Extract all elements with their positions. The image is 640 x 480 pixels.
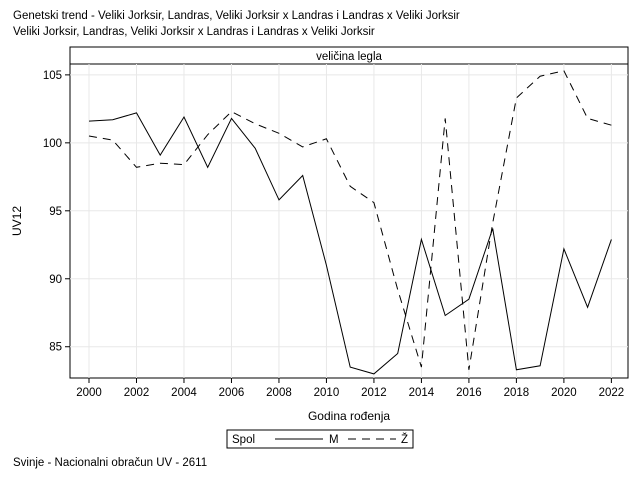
series-lines bbox=[88, 70, 612, 375]
x-tick-label: 2004 bbox=[171, 387, 197, 399]
y-axis-title: UV12 bbox=[10, 206, 24, 236]
x-tick-label: 2000 bbox=[76, 387, 102, 399]
x-tick-label: 2014 bbox=[409, 387, 435, 399]
chart-title-line-1: Genetski trend - Veliki Jorksir, Landras… bbox=[13, 10, 460, 22]
grid-lines bbox=[70, 64, 628, 378]
x-tick-label: 2022 bbox=[599, 387, 625, 399]
y-tick-label: 90 bbox=[49, 274, 62, 286]
series-line-z bbox=[88, 70, 612, 370]
x-tick-label: 2010 bbox=[314, 387, 340, 399]
footer-note: Svinje - Nacionalni obračun UV - 2611 bbox=[13, 457, 208, 469]
x-axis-title: Godina rođenja bbox=[308, 409, 390, 423]
chart-title-line-2: Veliki Jorksir, Landras, Veliki Jorksir … bbox=[13, 26, 375, 38]
legend-title: Spol bbox=[232, 434, 255, 446]
x-axis: 2000 2002 2004 2006 2008 2010 2012 2014 2016 2018… bbox=[76, 378, 624, 399]
legend-label-z: Ž bbox=[401, 433, 408, 446]
x-tick-label: 2012 bbox=[361, 387, 387, 399]
x-tick-label: 2008 bbox=[266, 387, 292, 399]
x-tick-label: 2006 bbox=[219, 387, 245, 399]
x-tick-label: 2002 bbox=[124, 387, 150, 399]
panel-label: veličina legla bbox=[316, 51, 382, 63]
legend: Spol M Ž bbox=[226, 429, 414, 449]
y-tick-label: 85 bbox=[49, 342, 62, 354]
legend-label-m: M bbox=[329, 434, 339, 446]
y-axis: 85 90 95 100 105 bbox=[43, 70, 70, 354]
x-tick-label: 2016 bbox=[456, 387, 482, 399]
series-line-m bbox=[88, 112, 612, 375]
y-tick-label: 95 bbox=[49, 206, 62, 218]
x-tick-label: 2018 bbox=[504, 387, 530, 399]
y-tick-label: 100 bbox=[43, 138, 62, 150]
x-tick-label: 2020 bbox=[551, 387, 577, 399]
y-tick-label: 105 bbox=[43, 70, 62, 82]
plot-area bbox=[69, 63, 629, 379]
